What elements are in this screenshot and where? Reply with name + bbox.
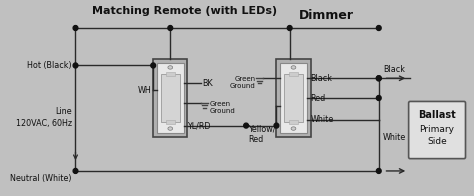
Circle shape [376,76,381,81]
Text: Primary
Side: Primary Side [419,125,455,146]
Text: Black: Black [310,74,333,83]
Text: Yellow/
Red: Yellow/ Red [248,125,275,144]
Text: BK: BK [202,79,213,88]
Circle shape [376,25,381,30]
Bar [165,72,175,76]
Text: Dimmer: Dimmer [299,9,354,22]
Bar [153,59,187,137]
FancyBboxPatch shape [409,102,465,159]
Circle shape [376,169,381,173]
Circle shape [244,123,248,128]
Bar [289,120,298,124]
Text: Hot (Black): Hot (Black) [27,61,72,70]
Circle shape [376,76,381,81]
Circle shape [168,25,173,30]
Bar [289,72,298,76]
Bar [165,120,175,124]
Text: Green
Ground: Green Ground [210,101,236,114]
Text: WH: WH [137,86,151,95]
Circle shape [151,63,155,68]
Circle shape [287,25,292,30]
Text: White: White [383,133,406,142]
Text: Line
120VAC, 60Hz: Line 120VAC, 60Hz [16,107,72,128]
Text: Ballast: Ballast [418,110,456,120]
Text: Red: Red [310,93,326,103]
Bar [276,59,310,137]
Ellipse shape [168,66,173,69]
Text: Neutral (White): Neutral (White) [10,174,72,183]
Bar [280,63,307,133]
Bar [284,74,303,122]
Circle shape [274,123,279,128]
Text: Green
Ground: Green Ground [230,76,255,89]
Ellipse shape [291,127,296,130]
Text: YL/RD: YL/RD [187,121,211,130]
Circle shape [73,169,78,173]
Ellipse shape [291,66,296,69]
Bar [161,74,180,122]
Circle shape [73,25,78,30]
Ellipse shape [168,127,173,130]
Circle shape [376,95,381,101]
Text: Matching Remote (with LEDs): Matching Remote (with LEDs) [92,6,277,16]
Bar [157,63,183,133]
Text: White: White [310,115,334,124]
Text: Black: Black [383,65,406,74]
Circle shape [73,63,78,68]
